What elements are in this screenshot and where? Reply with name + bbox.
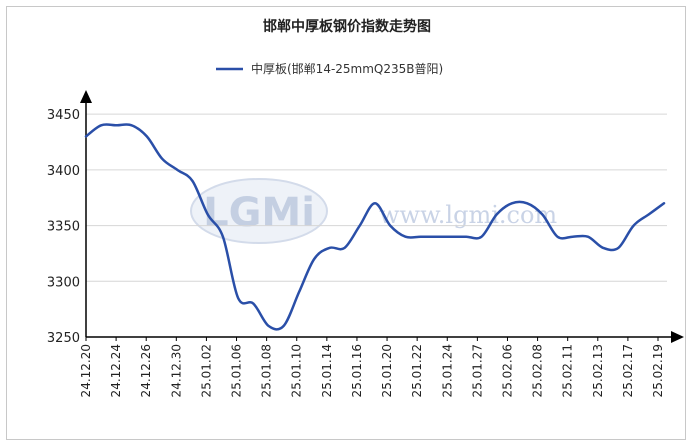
x-tick-label: 25.01.14 <box>320 344 334 397</box>
x-tick-label: 24.12.26 <box>139 344 153 397</box>
x-tick-label: 25.02.13 <box>591 344 605 397</box>
watermark-url: www.lgmi.com <box>379 201 557 229</box>
chart-svg: 邯郸中厚板钢价指数走势图 中厚板(邯郸14-25mmQ235B普阳) LGMi … <box>47 18 684 397</box>
x-tick-label: 25.01.16 <box>350 344 364 397</box>
x-axis-arrow <box>671 331 684 343</box>
x-tick-label: 24.12.30 <box>169 344 183 397</box>
x-tick-label: 25.02.19 <box>651 344 665 397</box>
watermark: LGMi www.lgmi.com <box>190 178 557 244</box>
legend-label: 中厚板(邯郸14-25mmQ235B普阳) <box>251 61 443 76</box>
x-tick-label: 25.02.17 <box>621 344 635 397</box>
y-tick-label: 3250 <box>47 331 80 346</box>
x-tick-label: 25.01.27 <box>470 344 484 397</box>
y-tick-label: 3400 <box>47 164 80 179</box>
x-tick-label: 25.01.10 <box>290 344 304 397</box>
x-tick-label: 25.01.20 <box>380 344 394 397</box>
x-tick-label: 25.01.24 <box>440 344 454 397</box>
chart-title: 邯郸中厚板钢价指数走势图 <box>263 18 431 35</box>
watermark-ellipse <box>190 178 328 244</box>
axes <box>80 90 684 343</box>
y-tick-label: 3350 <box>47 220 80 235</box>
y-tick-label: 3300 <box>47 275 80 290</box>
y-axis-arrow <box>80 90 92 103</box>
x-tick-label: 25.01.06 <box>230 344 244 397</box>
x-tick-label: 25.02.08 <box>531 344 545 397</box>
x-tick-label: 24.12.24 <box>109 344 123 397</box>
watermark-logo: LGMi <box>203 190 315 236</box>
x-tick-label: 25.01.02 <box>199 344 213 397</box>
x-tick-label: 25.02.06 <box>500 344 514 397</box>
series-line <box>84 123 666 331</box>
chart-frame: 邯郸中厚板钢价指数走势图 中厚板(邯郸14-25mmQ235B普阳) LGMi … <box>6 6 686 440</box>
x-tick-label: 25.01.22 <box>410 344 424 397</box>
x-tick-label: 25.02.11 <box>561 344 575 397</box>
legend: 中厚板(邯郸14-25mmQ235B普阳) <box>216 61 443 76</box>
x-tick-label: 24.12.20 <box>79 344 93 397</box>
x-tick-label: 25.01.08 <box>260 344 274 397</box>
y-tick-label: 3450 <box>47 108 80 123</box>
